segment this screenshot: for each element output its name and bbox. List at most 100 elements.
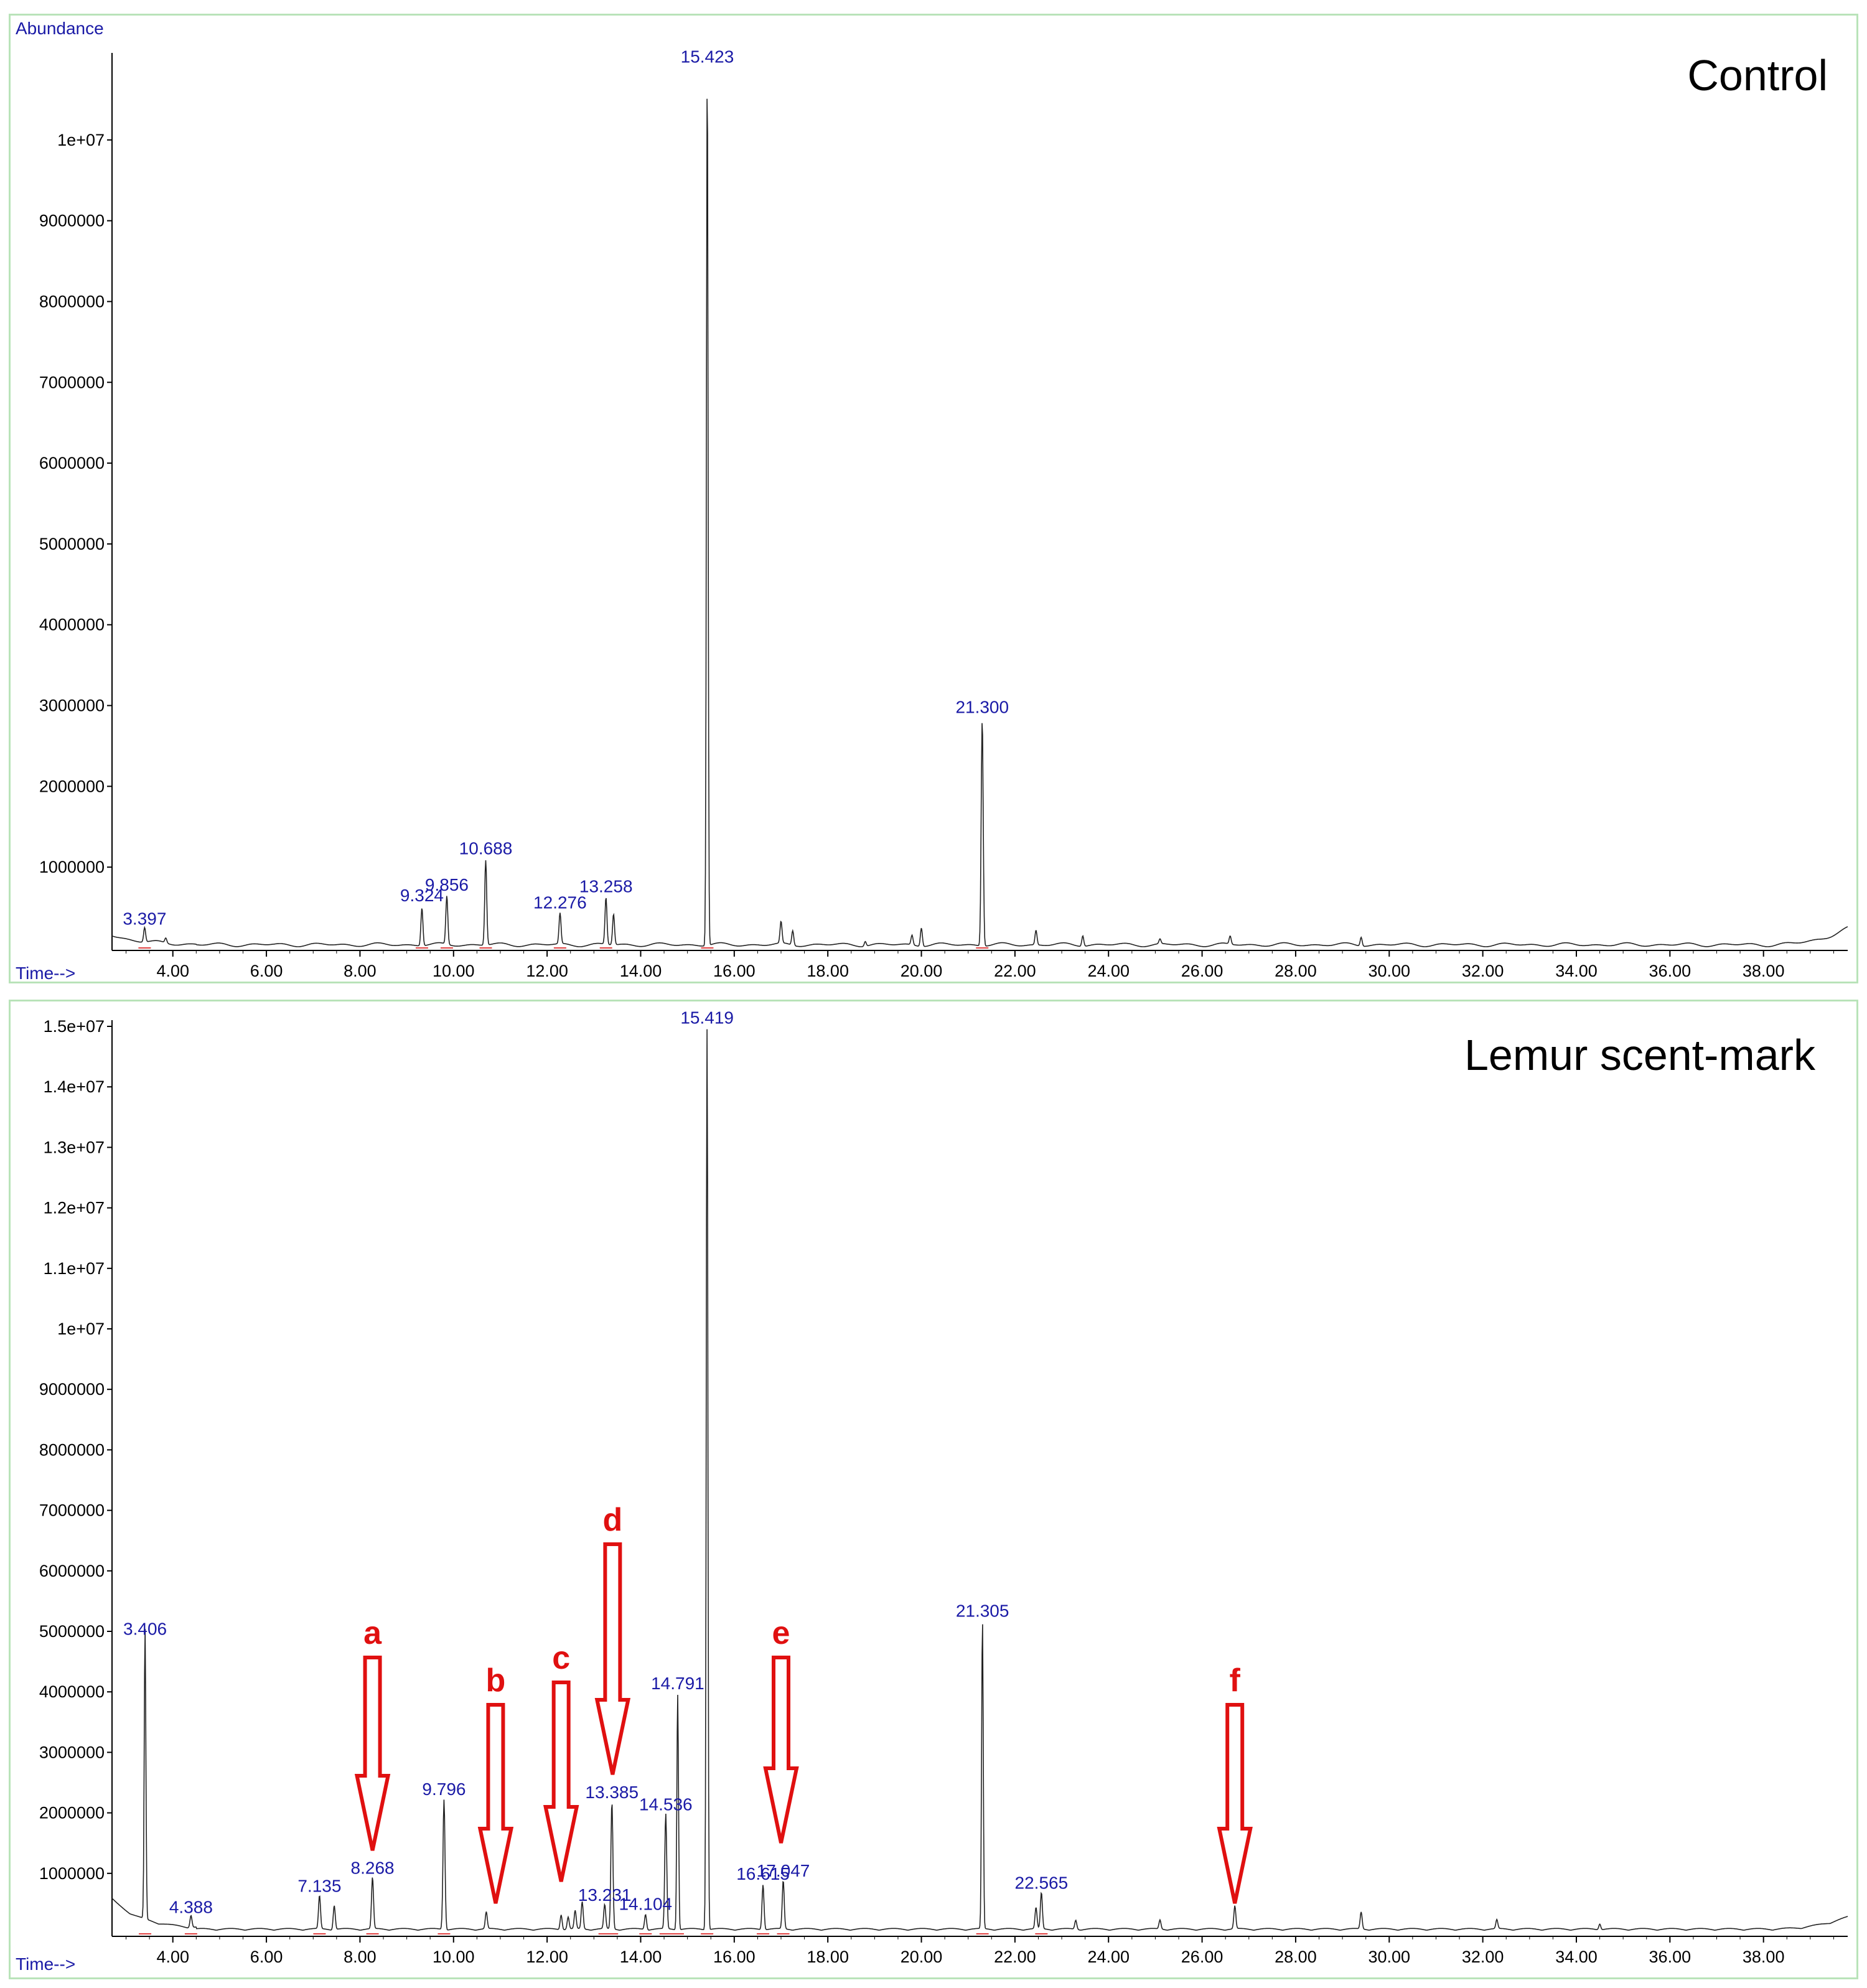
y-tick-label: 1.2e+07 (44, 1199, 105, 1217)
peak-label: 3.406 (123, 1619, 167, 1638)
y-tick-label: 1e+07 (57, 131, 105, 149)
annotation-label: a (363, 1615, 382, 1651)
x-tick-label: 32.00 (1462, 962, 1504, 980)
x-tick-label: 14.00 (620, 962, 662, 980)
annotation-arrow (763, 1656, 799, 1844)
x-tick-label: 10.00 (433, 1948, 475, 1966)
y-tick-label: 7000000 (39, 373, 105, 392)
x-tick-label: 18.00 (807, 1948, 849, 1966)
x-tick-label: 20.00 (901, 1948, 943, 1966)
x-tick-label: 6.00 (250, 1948, 283, 1966)
x-tick-label: 30.00 (1368, 1948, 1410, 1966)
peak-label: 15.423 (681, 47, 734, 66)
y-tick-label: 9000000 (39, 1380, 105, 1399)
peak-label: 15.419 (680, 1008, 734, 1028)
y-tick-label: 1.4e+07 (44, 1077, 105, 1096)
y-tick-label: 6000000 (39, 454, 105, 472)
x-tick-label: 22.00 (994, 962, 1036, 980)
x-tick-label: 10.00 (433, 962, 475, 980)
chart-title: Lemur scent-mark (1464, 1031, 1816, 1079)
y-tick-label: 1000000 (39, 858, 105, 876)
x-tick-label: 34.00 (1555, 962, 1598, 980)
y-tick-label: 5000000 (39, 1622, 105, 1641)
x-tick-label: 24.00 (1087, 1948, 1130, 1966)
peak-label: 8.268 (351, 1858, 395, 1877)
annotation-arrow (477, 1703, 514, 1904)
annotation-label: c (552, 1640, 570, 1676)
annotation-arrow (594, 1542, 631, 1775)
x-tick-label: 28.00 (1275, 962, 1317, 980)
peak-label: 16.615 (736, 1864, 790, 1883)
x-tick-label: 16.00 (713, 962, 756, 980)
y-tick-label: 6000000 (39, 1562, 105, 1580)
peak-label: 14.104 (619, 1895, 672, 1914)
x-tick-label: 16.00 (713, 1948, 756, 1966)
x-tick-label: 38.00 (1743, 1948, 1785, 1966)
annotation-label: d (602, 1502, 622, 1538)
y-tick-label: 1000000 (39, 1864, 105, 1883)
y-tick-label: 8000000 (39, 292, 105, 311)
x-tick-label: 12.00 (526, 1948, 568, 1966)
peak-label: 21.305 (956, 1601, 1009, 1620)
chart-title: Control (1687, 51, 1828, 100)
x-tick-label: 8.00 (344, 962, 377, 980)
chromatogram-control: 1000000 2000000 3000000 4000000 5000000 60000… (16, 19, 1848, 982)
peak-label: 14.536 (639, 1794, 693, 1814)
peak-label: 3.397 (123, 909, 166, 929)
x-tick-label: 36.00 (1649, 962, 1692, 980)
peak-label: 10.688 (459, 839, 513, 858)
x-tick-label: 30.00 (1368, 962, 1410, 980)
y-tick-label: 4000000 (39, 616, 105, 634)
y-tick-label: 7000000 (39, 1501, 105, 1520)
y-tick-label: 1.3e+07 (44, 1138, 105, 1156)
y-tick-label: 2000000 (39, 777, 105, 795)
annotation-arrow (354, 1656, 391, 1851)
x-axis-label: Time--> (16, 964, 75, 982)
chart-panel-control: 1000000 2000000 3000000 4000000 5000000 60000… (9, 14, 1858, 983)
y-axis-label: Abundance (16, 19, 104, 38)
x-tick-label: 26.00 (1181, 1948, 1224, 1966)
y-tick-label: 3000000 (39, 696, 105, 715)
x-tick-label: 28.00 (1275, 1948, 1317, 1966)
x-tick-label: 38.00 (1743, 962, 1785, 980)
peak-label: 9.324 (400, 886, 444, 905)
y-tick-label: 1.1e+07 (44, 1259, 105, 1278)
annotation-arrow (1217, 1703, 1253, 1904)
x-tick-label: 24.00 (1087, 962, 1130, 980)
x-tick-label: 4.00 (156, 962, 189, 980)
peak-label: 14.791 (651, 1674, 704, 1693)
chromatogram-lemur: 1000000 2000000 3000000 4000000 5000000 60000… (16, 1008, 1848, 1974)
x-tick-label: 26.00 (1181, 962, 1224, 980)
peak-label: 13.258 (579, 877, 633, 896)
y-tick-label: 1e+07 (57, 1320, 105, 1338)
peak-label: 9.856 (425, 875, 469, 894)
x-axis-label: Time--> (16, 1954, 75, 1974)
y-tick-label: 5000000 (39, 535, 105, 553)
x-tick-label: 36.00 (1649, 1948, 1692, 1966)
y-tick-label: 1.5e+07 (44, 1017, 105, 1036)
x-tick-label: 22.00 (994, 1948, 1036, 1966)
x-tick-label: 8.00 (344, 1948, 377, 1966)
x-tick-label: 6.00 (250, 962, 283, 980)
x-tick-label: 4.00 (156, 1948, 189, 1966)
x-tick-label: 12.00 (526, 962, 568, 980)
annotation-label: b (486, 1662, 506, 1699)
x-tick-label: 34.00 (1555, 1948, 1598, 1966)
peak-label: 13.231 (578, 1885, 632, 1905)
peak-label: 22.565 (1015, 1873, 1069, 1893)
y-tick-label: 3000000 (39, 1743, 105, 1761)
y-tick-label: 2000000 (39, 1804, 105, 1822)
annotation-arrow (543, 1681, 579, 1882)
annotation-label: f (1230, 1662, 1241, 1699)
chart-panel-lemur: 1000000 2000000 3000000 4000000 5000000 60000… (9, 1000, 1858, 1979)
series-line (111, 1029, 1848, 1931)
x-tick-label: 14.00 (620, 1948, 662, 1966)
annotation-label: e (772, 1615, 790, 1651)
peak-label: 17.047 (757, 1861, 810, 1880)
peak-label: 7.135 (297, 1877, 341, 1896)
series-line (111, 98, 1848, 947)
peak-label: 13.385 (585, 1783, 639, 1802)
peak-label: 4.388 (169, 1898, 213, 1917)
x-tick-label: 20.00 (901, 962, 943, 980)
y-tick-label: 8000000 (39, 1440, 105, 1459)
